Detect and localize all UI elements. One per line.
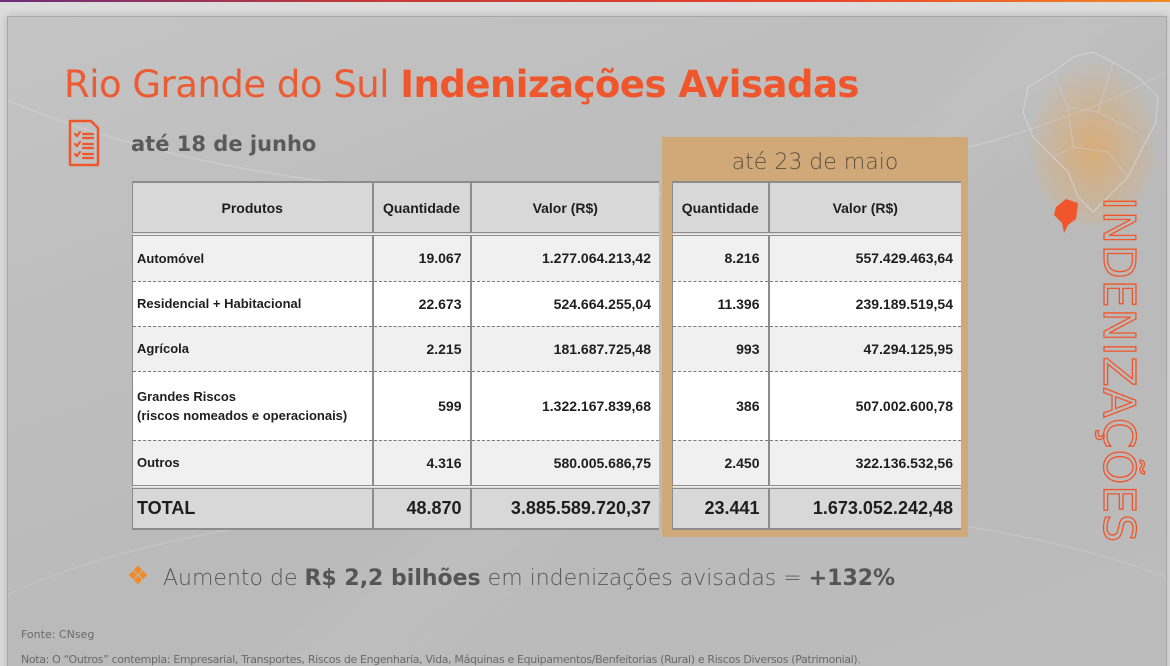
total-quantidade: 23.441 <box>672 487 769 530</box>
table-row: 11.396 239.189.519,54 <box>672 281 961 327</box>
table-row: 2.450 322.136.532,56 <box>672 440 961 489</box>
top-accent-bar <box>0 0 1170 2</box>
table-row: Grandes Riscos (riscos nomeados e operac… <box>132 371 659 441</box>
table-row: 386 507.002.600,78 <box>672 371 961 441</box>
total-row: TOTAL 48.870 3.885.589.720,37 <box>132 487 659 530</box>
svg-text:INDENIZAÇÕES: INDENIZAÇÕES <box>1093 197 1145 543</box>
source-note: Fonte: CNseg <box>21 628 95 641</box>
vertical-word-indenizacoes: INDENIZAÇÕES <box>1092 196 1145 543</box>
table-row: Outros 4.316 580.005.686,75 <box>132 440 659 489</box>
cell-valor: 580.005.686,75 <box>469 440 659 489</box>
header-valor: Valor (R$) <box>767 181 961 236</box>
cell-quantidade: 2.215 <box>371 326 471 372</box>
highlight-amount: R$ 2,2 bilhões <box>304 566 481 591</box>
cell-valor: 47.294.125,95 <box>767 326 961 372</box>
header-quantidade: Quantidade <box>672 181 769 236</box>
total-quantidade: 48.870 <box>371 487 471 530</box>
footnote: Nota: O “Outros” contempla: Empresarial,… <box>21 653 861 666</box>
produto-detail: (riscos nomeados e operacionais) <box>137 407 348 423</box>
total-row: 23.441 1.673.052.242,48 <box>672 487 961 530</box>
cell-quantidade: 4.316 <box>371 440 471 489</box>
page-title: Rio Grande do Sul Indenizações Avisadas <box>64 63 859 106</box>
cell-valor: 524.664.255,04 <box>469 281 659 327</box>
cell-valor: 239.189.519,54 <box>767 281 961 327</box>
cell-produto: Agrícola <box>132 326 373 372</box>
brazil-map-rs-highlight-icon <box>1022 51 1159 233</box>
cell-produto: Grandes Riscos (riscos nomeados e operac… <box>132 371 373 441</box>
cell-valor: 322.136.532,56 <box>767 440 961 489</box>
title-topic: Indenizações Avisadas <box>400 63 859 106</box>
cell-quantidade: 8.216 <box>672 234 769 282</box>
total-label: TOTAL <box>132 487 373 530</box>
table-row: 8.216 557.429.463,64 <box>672 234 961 282</box>
slide: Rio Grande do Sul Indenizações Avisadas … <box>7 16 1167 666</box>
may-table: Quantidade Valor (R$) 8.216 557.429.463,… <box>672 181 961 530</box>
cell-quantidade: 22.673 <box>371 281 471 327</box>
table-row: Agrícola 2.215 181.687.725,48 <box>132 326 659 372</box>
cell-valor: 507.002.600,78 <box>767 371 961 441</box>
table-row: Automóvel 19.067 1.277.064.213,42 <box>132 234 659 282</box>
header-quantidade: Quantidade <box>371 181 471 236</box>
cell-valor: 181.687.725,48 <box>469 326 659 372</box>
header-valor: Valor (R$) <box>469 181 659 236</box>
highlight-middle: em indenizações avisadas = <box>487 566 802 591</box>
highlight-prefix: Aumento de <box>163 566 298 591</box>
cell-produto: Residencial + Habitacional <box>132 281 373 327</box>
produto-name: Grandes Riscos <box>137 388 236 404</box>
cell-valor: 1.322.167.839,68 <box>469 371 659 441</box>
table-row: 993 47.294.125,95 <box>672 326 961 372</box>
cell-quantidade: 11.396 <box>672 281 769 327</box>
total-valor: 1.673.052.242,48 <box>767 487 961 530</box>
checklist-document-icon <box>68 119 100 167</box>
title-region: Rio Grande do Sul <box>64 63 390 106</box>
period-subtitle: até 18 de junho <box>131 132 317 156</box>
cell-quantidade: 2.450 <box>672 440 769 489</box>
comparison-label: até 23 de maio <box>731 150 899 175</box>
highlight-statement: Aumento de R$ 2,2 bilhões em indenizaçõe… <box>128 565 896 591</box>
header-produtos: Produtos <box>132 181 373 236</box>
cell-quantidade: 19.067 <box>371 234 471 282</box>
cell-quantidade: 599 <box>371 371 471 441</box>
june-table: Produtos Quantidade Valor (R$) Automóvel… <box>132 181 659 530</box>
cell-valor: 1.277.064.213,42 <box>469 234 659 282</box>
cell-quantidade: 386 <box>672 371 769 441</box>
table-row: Residencial + Habitacional 22.673 524.66… <box>132 281 659 327</box>
cell-produto: Automóvel <box>132 234 373 282</box>
highlight-percent: +132% <box>808 566 896 591</box>
cell-quantidade: 993 <box>672 326 769 372</box>
cell-produto: Outros <box>132 440 373 489</box>
cell-valor: 557.429.463,64 <box>767 234 961 282</box>
total-valor: 3.885.589.720,37 <box>469 487 659 530</box>
diamond-bullet-icon <box>128 565 148 585</box>
